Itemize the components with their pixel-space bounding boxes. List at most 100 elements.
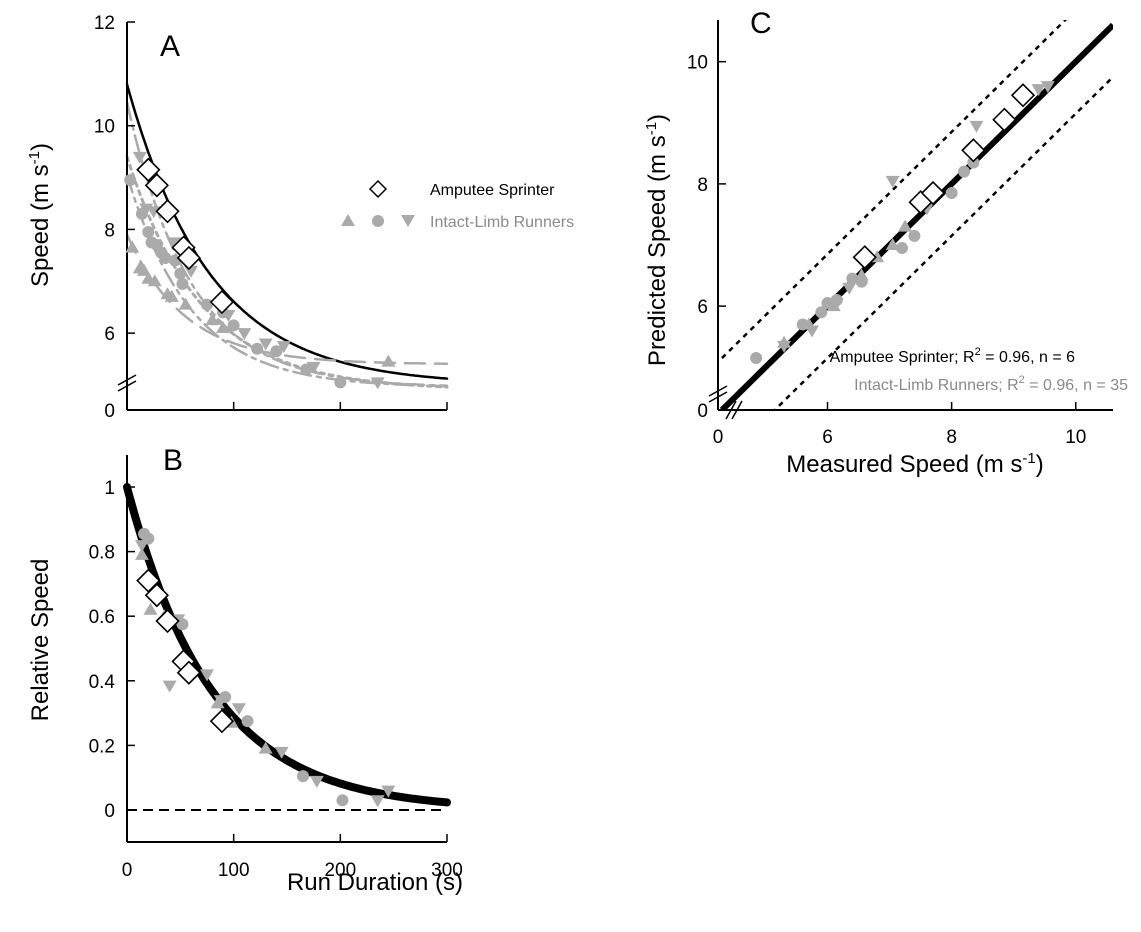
intact-point bbox=[174, 267, 187, 280]
intact-point bbox=[297, 770, 309, 783]
intact-point bbox=[124, 174, 137, 187]
intact-point bbox=[132, 151, 147, 164]
panel-c-amputee-stats: Amputee Sprinter; R2 = 0.96, n = 6 bbox=[830, 346, 1075, 366]
amputee-point bbox=[144, 173, 169, 198]
amputee-point bbox=[136, 157, 161, 182]
intact-point bbox=[958, 165, 971, 178]
intact-point bbox=[750, 352, 763, 365]
amputee-point bbox=[176, 245, 201, 271]
panel-c-x-axis-label: Measured Speed (m s-1) bbox=[786, 450, 1043, 478]
intact-point bbox=[801, 317, 816, 330]
amputee-point bbox=[961, 138, 986, 163]
intact-point bbox=[125, 240, 140, 253]
panel-b-y-tick-label: 0 bbox=[104, 801, 115, 822]
intact-point bbox=[969, 120, 984, 133]
intact-point bbox=[251, 342, 264, 355]
amputee-point bbox=[155, 199, 180, 224]
axis-break-mark bbox=[731, 400, 743, 420]
relative-speed-fit-curve bbox=[123, 483, 451, 807]
amputee-fit-curve bbox=[125, 82, 449, 380]
axis-break-mark bbox=[708, 391, 728, 403]
panel-b-y-tick-label: 1 bbox=[104, 478, 115, 499]
amputee-point bbox=[992, 107, 1017, 132]
amputee-point bbox=[155, 608, 180, 634]
intact-point bbox=[205, 313, 220, 326]
panel-a-y-tick-label: 10 bbox=[94, 117, 115, 138]
panel-c-y-axis-label: Predicted Speed (m s-1) bbox=[643, 114, 671, 366]
panel-a-legend: Amputee Sprinter Intact-Limb Runners bbox=[341, 179, 574, 231]
panel-c-y-tick-label: 0 bbox=[697, 401, 708, 422]
intact-point bbox=[147, 274, 162, 287]
intact-point bbox=[216, 320, 230, 333]
panel-b-x-tick-label: 300 bbox=[431, 860, 463, 881]
panel-a: A Speed (m s-1) Amputee Sprinter Intact-… bbox=[26, 13, 574, 422]
intact-point bbox=[200, 669, 214, 682]
intact-point bbox=[815, 306, 828, 319]
panel-a-y-tick-label: 8 bbox=[104, 220, 115, 241]
intact-point bbox=[826, 299, 841, 312]
legend-intact-circle bbox=[372, 215, 384, 227]
panel-a-label: A bbox=[160, 30, 180, 63]
intact-point bbox=[219, 690, 232, 703]
intact-point bbox=[945, 187, 958, 200]
lower-prediction-band bbox=[772, 76, 1113, 410]
panel-b: B Relative Speed Run Duration (s) 0 0.2 0.… bbox=[27, 444, 463, 896]
intact-point bbox=[184, 265, 198, 278]
panel-a-y-tick-label: 12 bbox=[94, 13, 115, 34]
intact-point bbox=[258, 338, 273, 351]
panel-c-x-tick-label: 6 bbox=[822, 427, 833, 448]
intact-point bbox=[842, 282, 857, 295]
intact-point bbox=[227, 319, 240, 332]
panel-c-y-tick-label: 10 bbox=[687, 53, 708, 74]
intact-point bbox=[232, 703, 246, 716]
intact-point bbox=[370, 377, 385, 390]
amputee-point bbox=[852, 245, 877, 270]
amputee-point bbox=[209, 289, 235, 315]
intact-point bbox=[370, 795, 385, 808]
intact-point bbox=[137, 263, 152, 276]
intact-fit-curve bbox=[125, 101, 449, 387]
axis-break-mark bbox=[708, 385, 728, 397]
intact-point bbox=[143, 602, 158, 615]
panel-c-y-tick-label: 6 bbox=[697, 297, 708, 318]
amputee-point bbox=[920, 180, 946, 206]
intact-point bbox=[898, 219, 913, 232]
panel-b-x-tick-label: 200 bbox=[324, 860, 356, 881]
panel-c-x-tick-label: 8 bbox=[946, 427, 957, 448]
intact-point bbox=[146, 206, 161, 219]
axis-break-mark bbox=[117, 374, 137, 386]
intact-point bbox=[1040, 81, 1055, 94]
legend-intact-triangle-up bbox=[341, 214, 355, 226]
intact-point bbox=[777, 335, 792, 348]
intact-point bbox=[258, 741, 273, 754]
intact-point bbox=[309, 775, 324, 788]
panel-b-x-tick-label: 0 bbox=[122, 860, 133, 881]
intact-point bbox=[168, 237, 182, 250]
amputee-point bbox=[176, 660, 201, 685]
intact-point bbox=[885, 238, 900, 250]
legend-amputee-label: Amputee Sprinter bbox=[430, 182, 555, 199]
panel-b-y-tick-label: 0.4 bbox=[89, 672, 116, 693]
panel-c-intact-stats: Intact-Limb Runners; R2 = 0.96, n = 35 bbox=[854, 374, 1128, 394]
intact-point bbox=[270, 345, 283, 358]
panel-c-x-tick-label: 0 bbox=[713, 427, 724, 448]
intact-point bbox=[885, 175, 900, 188]
panel-b-y-tick-label: 0.6 bbox=[89, 607, 115, 628]
panel-b-x-axis-label: Run Duration (s) bbox=[287, 869, 463, 896]
intact-point bbox=[176, 618, 189, 631]
intact-point bbox=[381, 785, 396, 798]
panel-c-y-tick-label: 8 bbox=[697, 175, 708, 196]
intact-point bbox=[178, 297, 193, 310]
intact-point bbox=[854, 268, 869, 281]
intact-point bbox=[162, 680, 177, 693]
panel-a-y-tick-label: 6 bbox=[104, 324, 115, 345]
panel-c-x-tick-label: 10 bbox=[1065, 427, 1086, 448]
intact-point bbox=[276, 341, 291, 354]
intact-point bbox=[164, 289, 179, 302]
legend-intact-label: Intact-Limb Runners bbox=[430, 214, 574, 231]
intact-point bbox=[237, 328, 252, 341]
intact-point bbox=[176, 277, 189, 290]
intact-point bbox=[334, 376, 347, 389]
amputee-point bbox=[144, 583, 169, 608]
